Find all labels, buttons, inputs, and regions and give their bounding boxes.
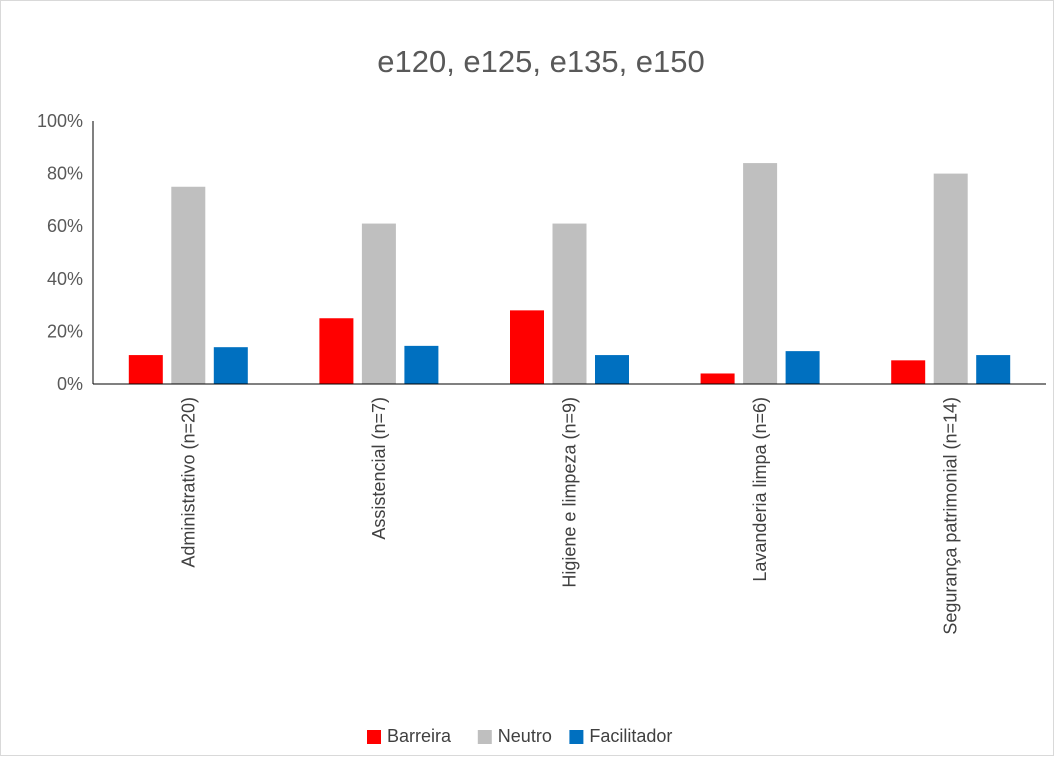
- y-tick-label: 60%: [47, 216, 83, 236]
- y-tick-label: 20%: [47, 321, 83, 341]
- legend-label-facilitador: Facilitador: [589, 726, 672, 746]
- bar-facilitador-2: [404, 345, 439, 384]
- y-tick-label: 100%: [37, 111, 83, 131]
- bar-barreira-4: [700, 373, 735, 384]
- legend-swatch-facilitador: [569, 730, 584, 744]
- x-tick-label: Assistencial (n=7): [369, 397, 389, 540]
- bar-neutro-3: [552, 223, 587, 384]
- bar-barreira-1: [128, 355, 163, 384]
- bar-barreira-2: [319, 318, 354, 384]
- x-tick-label: Segurança patrimonial (n=14): [941, 397, 961, 635]
- y-axis: 0% 20% 40% 60% 80% 100%: [37, 111, 94, 394]
- y-tick-label: 40%: [47, 269, 83, 289]
- y-tick-label: 80%: [47, 164, 83, 184]
- legend: Barreira Neutro Facilitador: [367, 726, 672, 746]
- bar-neutro-1: [171, 186, 206, 384]
- bars-group: [128, 163, 1011, 384]
- x-tick-label: Administrativo (n=20): [178, 397, 198, 568]
- x-axis: Administrativo (n=20) Assistencial (n=7) H…: [93, 383, 1046, 635]
- legend-swatch-neutro: [477, 730, 492, 744]
- legend-swatch-barreira: [367, 730, 381, 744]
- bar-neutro-4: [743, 163, 778, 384]
- bar-facilitador-1: [213, 347, 248, 384]
- x-tick-label: Lavanderia limpa (n=6): [750, 397, 770, 582]
- bar-barreira-5: [891, 360, 926, 384]
- bar-neutro-5: [933, 173, 968, 384]
- bar-facilitador-5: [976, 355, 1011, 384]
- legend-label-barreira: Barreira: [387, 726, 452, 746]
- bar-facilitador-3: [595, 355, 629, 384]
- bar-neutro-2: [361, 223, 396, 384]
- y-tick-label: 0%: [57, 374, 83, 394]
- bar-barreira-3: [510, 310, 544, 384]
- chart-title: e120, e125, e135, e150: [377, 44, 705, 79]
- x-tick-label: Higiene e limpeza (n=9): [560, 397, 580, 588]
- legend-label-neutro: Neutro: [498, 726, 552, 746]
- bar-facilitador-4: [785, 351, 820, 384]
